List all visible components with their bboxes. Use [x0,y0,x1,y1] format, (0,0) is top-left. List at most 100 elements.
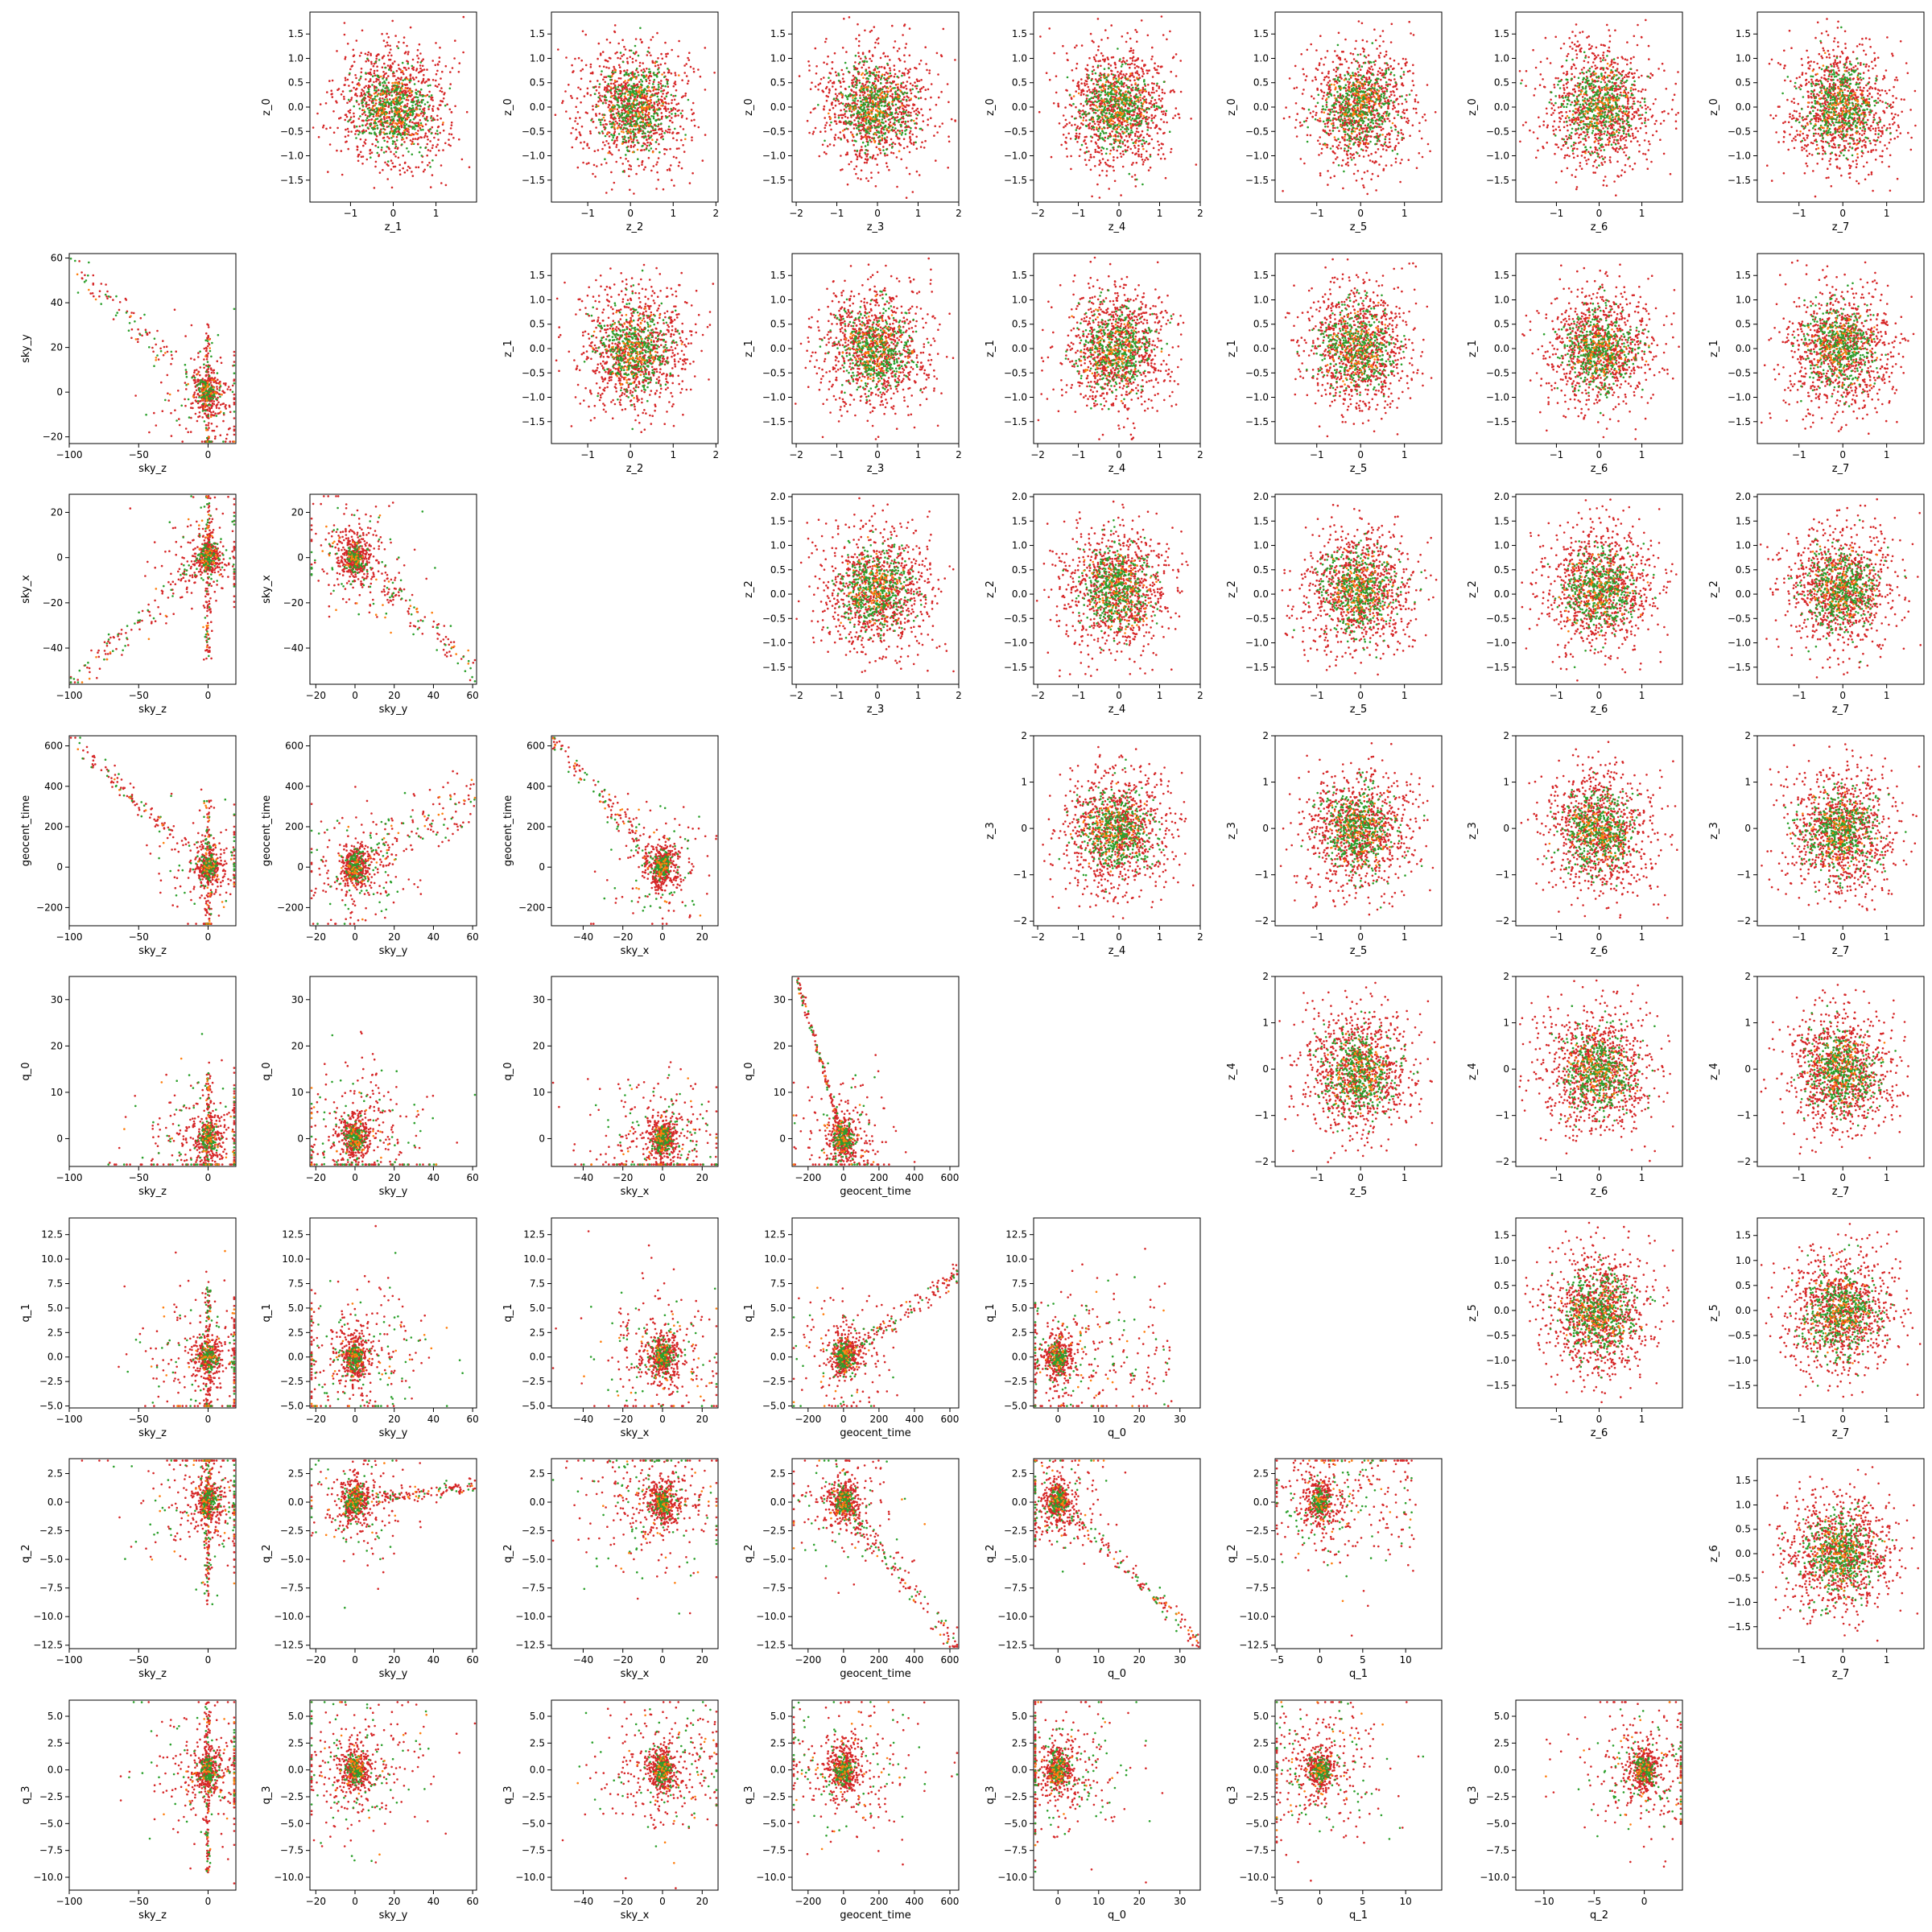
data-point [438,84,440,86]
data-point [332,96,334,98]
data-point [353,126,356,129]
data-point [368,85,370,87]
data-point [404,171,407,174]
data-point [416,55,419,57]
data-point [422,65,424,68]
data-point [430,98,432,101]
data-point [454,39,456,42]
data-point [440,90,442,93]
data-point [373,115,375,118]
data-point [449,71,452,73]
data-point [385,45,387,47]
data-point [448,138,450,141]
data-point [444,142,447,145]
data-point [439,132,441,134]
data-point [442,123,444,126]
data-point [419,101,421,104]
data-point [408,134,411,136]
data-point [426,68,428,71]
data-point [427,135,429,138]
data-point [358,103,361,105]
data-point [415,89,418,91]
data-point [361,68,363,70]
data-point [348,110,350,113]
data-point [357,83,359,85]
data-point [451,122,453,124]
data-point [432,79,435,81]
data-point [431,126,434,129]
data-point [365,60,367,63]
data-point [330,93,332,96]
data-point [365,124,367,126]
data-point [344,58,346,60]
data-point [398,64,400,66]
data-point [336,127,339,130]
data-point [423,169,426,171]
data-point [330,89,332,92]
data-point [421,161,423,163]
data-point [426,116,428,118]
data-point [375,161,378,163]
data-point [356,95,358,97]
data-point [441,71,444,73]
data-point [347,134,349,137]
data-point [403,141,406,143]
data-point [429,150,431,152]
data-point [427,138,429,141]
data-point [374,70,376,72]
data-point [406,84,408,86]
data-point [440,118,442,120]
data-point [365,78,367,80]
data-point [374,166,377,168]
data-point [407,99,410,101]
data-point [436,119,439,122]
data-point [449,83,452,85]
data-point [458,138,460,141]
data-point [410,27,412,29]
data-point [375,102,378,105]
data-point [416,68,419,70]
data-point [383,39,386,42]
data-point [417,130,419,132]
data-point [378,79,380,81]
data-point [365,138,367,141]
data-point [407,68,410,70]
data-point [415,76,418,79]
data-point [373,81,375,84]
data-point [382,71,385,73]
data-point [350,130,353,133]
data-point [417,49,419,52]
data-point [390,168,393,171]
data-point [371,118,374,121]
data-point [382,66,384,68]
data-point [412,175,415,177]
data-point [383,55,386,57]
data-point [387,75,390,77]
data-point [384,162,386,164]
data-point [406,99,408,101]
data-point [353,61,356,64]
data-point [345,77,347,80]
data-point [427,143,429,146]
data-point [427,108,430,110]
data-point [448,133,451,135]
data-point [390,69,393,72]
data-point [445,65,448,68]
data-point [398,169,401,171]
data-point [404,104,407,106]
data-point [396,45,398,47]
data-point [389,45,391,47]
data-point [357,149,359,151]
data-point [394,166,397,168]
data-point [328,80,331,82]
data-point [368,86,370,89]
data-point [353,115,355,118]
data-point [417,61,419,64]
data-point [436,85,439,88]
data-point [357,154,360,156]
data-point [431,60,434,62]
data-point [360,151,362,154]
data-point [361,72,363,74]
data-point [354,133,357,135]
